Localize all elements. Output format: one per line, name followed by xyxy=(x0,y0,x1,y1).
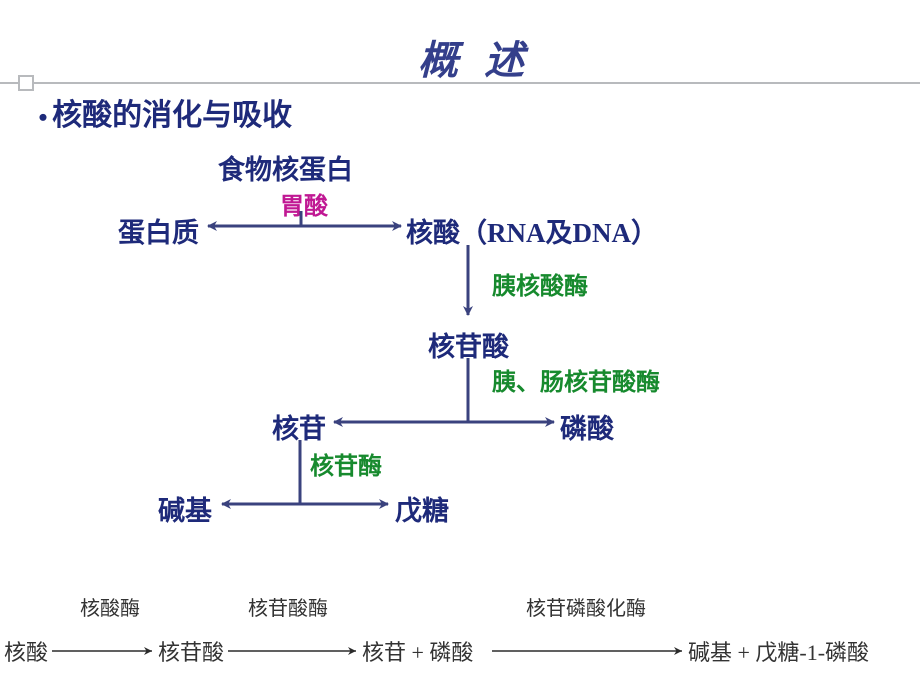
page-title: 概 述 xyxy=(418,28,532,86)
node-phosphate: 磷酸 xyxy=(560,407,614,446)
section-heading: 核酸的消化与吸收 xyxy=(38,90,292,134)
node-nucleotide: 核苷酸 xyxy=(428,325,509,364)
node-nucleic-acid: 核酸（RNA及DNA） xyxy=(406,211,658,250)
footer-enzyme-nucleotidase: 核苷酸酶 xyxy=(248,592,328,621)
footer-node-nucleotide: 核苷酸 xyxy=(158,635,224,667)
node-food-nucleoprotein: 食物核蛋白 xyxy=(218,148,353,187)
footer-node-nucleic-acid: 核酸 xyxy=(4,635,48,667)
enzyme-nucleosidase: 核苷酶 xyxy=(310,446,382,481)
enzyme-nucleotidase: 胰、肠核苷酸酶 xyxy=(492,362,660,397)
enzyme-gastric-acid: 胃酸 xyxy=(280,186,328,221)
enzyme-pancreatic-nuclease: 胰核酸酶 xyxy=(492,266,588,301)
node-pentose: 戊糖 xyxy=(395,489,449,528)
node-protein: 蛋白质 xyxy=(118,211,199,250)
footer-node-base-pentose: 碱基 + 戊糖-1-磷酸 xyxy=(688,635,869,667)
deco-box xyxy=(18,75,34,91)
footer-enzyme-nuclease: 核酸酶 xyxy=(80,592,140,621)
footer-enzyme-phosphorylase: 核苷磷酸化酶 xyxy=(526,592,646,621)
footer-node-nucleoside-phosphate: 核苷 + 磷酸 xyxy=(362,635,473,667)
node-nucleoside: 核苷 xyxy=(272,407,326,446)
node-base: 碱基 xyxy=(158,489,212,528)
